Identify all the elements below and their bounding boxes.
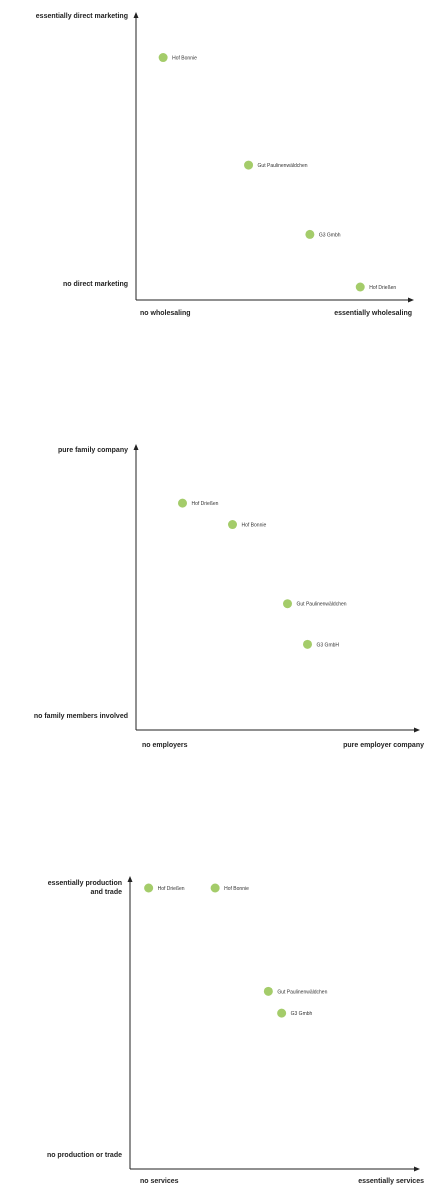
data-point-label: Hof Bonnie bbox=[224, 886, 249, 892]
data-point bbox=[244, 160, 254, 170]
y-axis-label-low: no family members involved bbox=[34, 713, 128, 720]
data-point-label: Hof Drießen bbox=[158, 886, 185, 892]
x-axis-label-low: no services bbox=[140, 1178, 179, 1185]
data-point bbox=[355, 282, 365, 292]
data-point bbox=[277, 1008, 287, 1018]
y-axis-label-high: essentially production and trade bbox=[48, 880, 122, 896]
x-axis-arrow bbox=[408, 297, 414, 303]
data-point-label: Hof Drießen bbox=[369, 285, 396, 291]
data-point-label: G3 GmbH bbox=[317, 642, 340, 648]
x-axis-label-high: pure employer company bbox=[343, 742, 424, 749]
data-point bbox=[144, 883, 154, 893]
data-point bbox=[210, 883, 220, 893]
x-axis-label-low: no employers bbox=[142, 742, 188, 749]
data-point-label: Gut Paulinenwäldchen bbox=[258, 163, 308, 169]
data-point-label: Hof Drießen bbox=[192, 501, 219, 507]
data-point-label: Hof Bonnie bbox=[242, 523, 267, 529]
y-axis-label-high: essentially direct marketing bbox=[36, 13, 128, 20]
data-point bbox=[305, 229, 315, 239]
data-point bbox=[158, 53, 168, 63]
data-point bbox=[228, 520, 237, 530]
data-point bbox=[283, 599, 292, 609]
data-point bbox=[178, 498, 187, 508]
chart-1: essentially direct marketing no direct ma… bbox=[36, 12, 414, 317]
y-axis-label-high: pure family company bbox=[58, 447, 128, 454]
data-point-label: G3 Gmbh bbox=[319, 232, 341, 238]
data-point bbox=[263, 986, 273, 996]
y-axis-arrow bbox=[133, 444, 139, 450]
x-axis-arrow bbox=[414, 1166, 420, 1172]
x-axis-label-high: essentially services bbox=[358, 1178, 424, 1185]
y-axis-label-low: no direct marketing bbox=[63, 281, 128, 288]
x-axis-label-high: essentially wholesaling bbox=[334, 310, 412, 317]
data-point-label: Hof Bonnie bbox=[172, 56, 197, 62]
data-point-label: Gut Paulinenwäldchen bbox=[277, 989, 327, 995]
y-axis-arrow bbox=[133, 12, 139, 18]
chart-3: essentially production and trade no produc… bbox=[47, 876, 424, 1185]
data-point-label: G3 Gmbh bbox=[291, 1011, 313, 1017]
y-axis-arrow bbox=[127, 876, 133, 882]
x-axis-label-low: no wholesaling bbox=[140, 310, 191, 317]
data-point-label: Gut Paulinenwäldchen bbox=[297, 602, 347, 608]
y-axis-label-low: no production or trade bbox=[47, 1152, 122, 1159]
chart-2: pure family company no family members inv… bbox=[34, 444, 424, 749]
data-point bbox=[303, 639, 312, 649]
x-axis-arrow bbox=[414, 727, 420, 733]
